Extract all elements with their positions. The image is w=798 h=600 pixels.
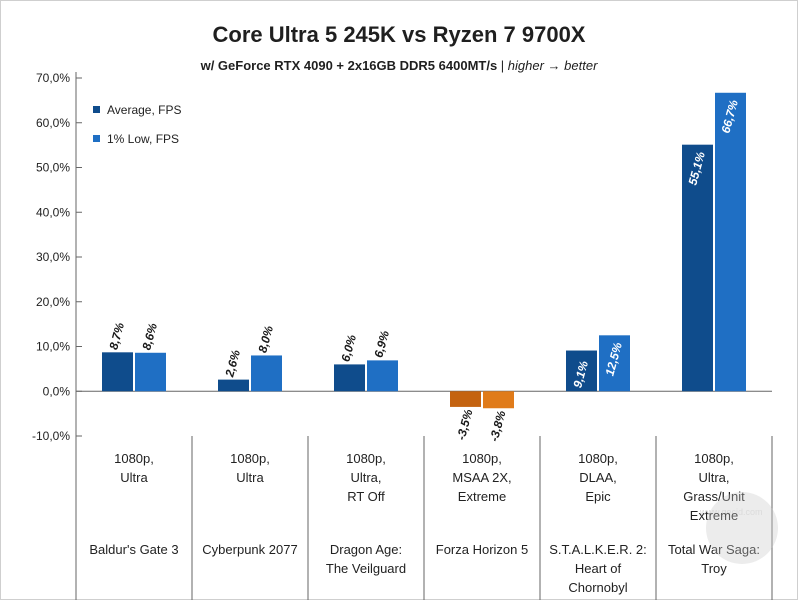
y-axis: -10,0% 0,0% 10,0% 20,0% 30,0% 40,0% 50,0% 60,0%…: [32, 71, 70, 443]
category-settings: 1080p,: [462, 451, 502, 466]
category-game: Troy: [701, 561, 727, 576]
bar-average: [566, 350, 597, 392]
category-game: S.T.A.L.K.E.R. 2:: [549, 542, 647, 557]
legend-swatch-average: [93, 106, 100, 113]
category-table: 1080p, Ultra Baldur's Gate 3 1080p, Ultra Cyb…: [75, 436, 773, 600]
bar-average: [334, 364, 365, 392]
category-settings: 1080p,: [694, 451, 734, 466]
category-settings: 1080p,: [346, 451, 386, 466]
chart-subtitle: w/ GeForce RTX 4090 + 2x16GB DDR5 6400MT…: [200, 58, 598, 73]
data-label: 9,1%: [570, 359, 591, 389]
category-game: The Veilguard: [326, 561, 406, 576]
category-game: Baldur's Gate 3: [89, 542, 178, 557]
y-tick-label: -10,0%: [32, 429, 70, 443]
bar-average: [218, 379, 249, 392]
category-game: Heart of: [575, 561, 622, 576]
category-settings: Epic: [585, 489, 611, 504]
y-tick-label: 0,0%: [43, 384, 71, 398]
bar-1pct-low: [483, 391, 514, 409]
bar-average: [682, 144, 713, 392]
category-settings: DLAA,: [579, 470, 617, 485]
watermark-text: www.gecid.com: [699, 507, 763, 517]
data-label: 8,7%: [106, 321, 127, 351]
category-settings: Ultra: [236, 470, 264, 485]
bar-1pct-low: [251, 355, 282, 392]
legend-label-1pct-low: 1% Low, FPS: [107, 132, 179, 146]
y-tick-label: 60,0%: [36, 116, 70, 130]
y-tick-label: 40,0%: [36, 205, 70, 219]
data-label: 8,0%: [255, 324, 276, 354]
y-tick-label: 30,0%: [36, 250, 70, 264]
category-settings: 1080p,: [230, 451, 270, 466]
data-label: 6,9%: [371, 329, 392, 359]
category-settings: Ultra,: [698, 470, 729, 485]
bar-1pct-low: [715, 92, 746, 392]
y-tick-label: 50,0%: [36, 161, 70, 175]
subtitle-main: w/ GeForce RTX 4090 + 2x16GB DDR5 6400MT…: [200, 58, 498, 73]
y-tick-label: 20,0%: [36, 295, 70, 309]
bars: [102, 92, 746, 409]
category-game: Dragon Age:: [330, 542, 402, 557]
y-tick-label: 10,0%: [36, 340, 70, 354]
category-settings: Extreme: [690, 508, 738, 523]
category-settings: Grass/Unit: [683, 489, 745, 504]
legend: Average, FPS 1% Low, FPS: [93, 103, 181, 146]
legend-swatch-1pct-low: [93, 135, 100, 142]
bar-1pct-low: [599, 335, 630, 392]
category-game: Total War Saga:: [668, 542, 760, 557]
gridlines: [75, 72, 772, 437]
category-settings: MSAA 2X,: [452, 470, 511, 485]
subtitle-note: higher → better: [508, 58, 598, 73]
category-game: Cyberpunk 2077: [202, 542, 297, 557]
chart-title: Core Ultra 5 245K vs Ryzen 7 9700X: [213, 22, 586, 47]
bar-1pct-low: [135, 352, 166, 392]
watermark-logo: www.gecid.com: [699, 492, 778, 564]
category-settings: Ultra,: [350, 470, 381, 485]
data-label: 6,0%: [338, 333, 359, 363]
legend-label-average: Average, FPS: [107, 103, 181, 117]
category-settings: Extreme: [458, 489, 506, 504]
category-game: Forza Horizon 5: [436, 542, 528, 557]
category-game: Chornobyl: [568, 580, 627, 595]
bar-average: [450, 391, 481, 407]
bar-average: [102, 352, 133, 392]
category-settings: Ultra: [120, 470, 148, 485]
y-tick-label: 70,0%: [36, 71, 70, 85]
category-settings: 1080p,: [578, 451, 618, 466]
category-settings: RT Off: [347, 489, 385, 504]
bar-1pct-low: [367, 360, 398, 392]
category-settings: 1080p,: [114, 451, 154, 466]
subtitle-separator: |: [497, 58, 508, 73]
data-label: 8,6%: [139, 321, 160, 351]
